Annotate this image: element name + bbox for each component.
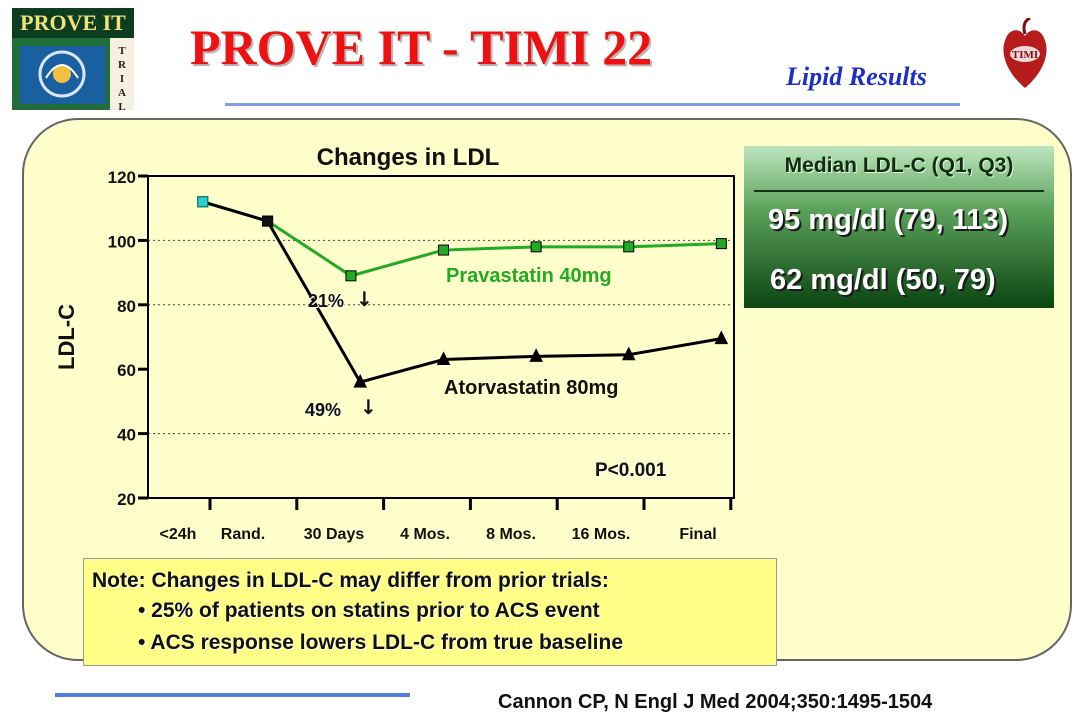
x-tick-label: Rand. [221,526,265,543]
median-atorvastatin-value: 62 mg/dl (50, 79) [770,264,996,296]
data-point [714,330,729,345]
down-arrow-icon: ↓ [356,287,373,311]
x-tick-label: Final [679,526,716,543]
logo-right-text: TIMI [1012,49,1038,61]
y-tick-label: 100 [108,232,136,251]
data-point [623,241,635,253]
logo-left-text: PROVE IT [20,10,126,35]
y-tick-label: 120 [108,168,136,187]
note-item: • 25% of patients on statins prior to AC… [138,599,600,622]
ato-drop-annotation: 49% ↓ [305,395,377,420]
data-point [197,196,209,208]
x-tick-label: <24h [160,526,197,543]
x-tick-label: 4 Mos. [400,526,450,543]
down-arrow-icon: ↓ [360,395,377,419]
logo-side-letter: L [118,101,125,110]
pra-drop-annotation: 21% ↓ [308,287,373,311]
note-item: • ACS response lowers LDL-C from true ba… [138,631,624,654]
y-tick-label: 40 [117,426,136,445]
x-tick-label: 8 Mos. [486,526,536,543]
median-box-header: Median LDL-C (Q1, Q3) [784,154,1014,177]
timi-logo: TIMI [1003,18,1047,88]
data-point [715,238,727,250]
pra-drop-value: 21% [308,291,344,311]
grid-lines [148,239,734,435]
note-box: Note: Changes in LDL-C may differ from p… [83,558,777,666]
data-point [345,270,357,282]
data-point [530,241,542,253]
title-divider [225,103,960,106]
slide-title: PROVE IT - TIMI 22 [190,19,653,75]
data-point [436,351,451,366]
y-tick-label: 20 [117,490,136,509]
p-value-label: P<0.001 [595,460,667,481]
data-point [621,346,636,361]
note-title: Note: Changes in LDL-C may differ from p… [92,569,609,592]
logo-side-letter: R [118,59,127,71]
plot-frame [147,175,735,499]
median-pravastatin-value: 95 mg/dl (79, 113) [768,204,1009,236]
slide-subtitle: Lipid Results [786,62,927,91]
axes: 20 40 60 80 100 120 <24h Rand. 30 Days 4 Mos. 8 Mo… [108,168,733,543]
data-point [529,348,543,362]
x-tick-label: 30 Days [304,526,365,543]
footer-divider [55,693,410,697]
y-tick-label: 60 [117,361,136,380]
chart-title: Changes in LDL [317,144,500,171]
data-point [262,215,274,227]
median-box-divider [754,190,1044,192]
y-axis-label: LDL-C [54,304,79,370]
y-tick-label: 80 [117,297,136,316]
citation: Cannon CP, N Engl J Med 2004;350:1495-15… [498,691,933,713]
logo-side-letter: I [120,73,124,85]
data-point [438,244,450,256]
series-group [197,196,729,388]
ato-drop-value: 49% [305,400,341,420]
data-point [353,373,368,388]
logo-side-letter: A [118,87,126,99]
median-ldl-box: Median LDL-C (Q1, Q3) 95 mg/dl (79, 113)… [744,146,1054,308]
x-tick-label: 16 Mos. [572,526,631,543]
series-label-pravastatin: Pravastatin 40mg [446,265,612,287]
series-label-atorvastatin: Atorvastatin 80mg [444,377,619,399]
logo-side-letter: T [118,45,126,57]
